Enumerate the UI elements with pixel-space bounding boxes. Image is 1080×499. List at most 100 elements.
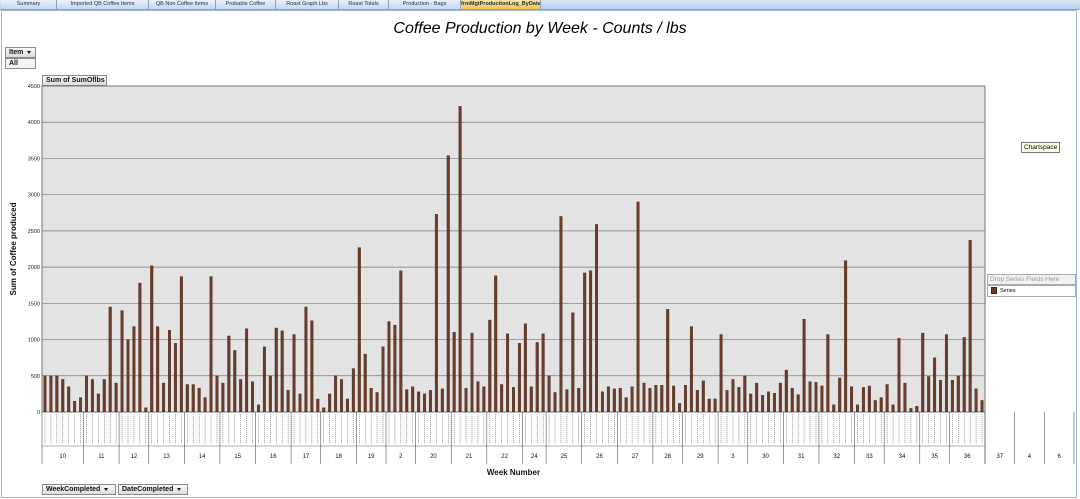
bar xyxy=(168,329,171,413)
week-completed-field-button[interactable]: WeekCompleted xyxy=(42,484,116,495)
bar xyxy=(725,390,729,413)
bar xyxy=(79,397,83,413)
bar xyxy=(156,326,160,413)
bar xyxy=(452,332,456,413)
bar xyxy=(239,379,243,413)
legend-entry: Series xyxy=(1000,288,1016,294)
bar xyxy=(500,384,504,413)
bar xyxy=(927,376,931,413)
week-label: 16 xyxy=(270,454,277,460)
bar xyxy=(375,392,379,413)
bar xyxy=(630,386,634,413)
bar xyxy=(749,393,753,413)
bar xyxy=(719,334,723,413)
bar xyxy=(43,375,47,413)
tab-roast-graph-lbs[interactable]: Roast Graph Lbs xyxy=(276,0,339,9)
week-label: 37 xyxy=(996,454,1003,460)
bar xyxy=(162,382,166,413)
bar xyxy=(286,390,290,413)
bar xyxy=(233,350,237,413)
week-label: 15 xyxy=(234,454,241,460)
bar xyxy=(351,368,355,413)
item-filter-button[interactable]: Item xyxy=(5,47,36,58)
plot-background xyxy=(41,85,986,413)
bar xyxy=(209,276,213,413)
bar xyxy=(280,330,284,413)
tab-imported-qb-coffee-items[interactable]: Imported QB Coffee Items xyxy=(57,0,149,9)
tab-qb-non-coffee-items[interactable]: QB Non Coffee Items xyxy=(149,0,216,9)
bar xyxy=(903,382,907,413)
bar xyxy=(334,375,338,413)
bar xyxy=(73,400,77,413)
week-label: 12 xyxy=(131,454,138,460)
week-label: 11 xyxy=(98,454,105,460)
week-label: 6 xyxy=(1057,454,1061,460)
bar xyxy=(203,397,207,413)
tab-frmmgtproductionlog-bydate[interactable]: frmMgtProductionLog_ByDate xyxy=(461,0,541,9)
series-swatch-icon xyxy=(991,287,997,295)
date-completed-field-button[interactable]: DateCompleted xyxy=(118,484,188,495)
item-filter-value: All xyxy=(5,58,36,69)
y-tick-label: 3500 xyxy=(28,156,40,162)
tab-probable-coffee[interactable]: Probable Coffee xyxy=(216,0,276,9)
bar xyxy=(197,387,201,413)
bar xyxy=(494,275,498,413)
week-label: 20 xyxy=(430,454,437,460)
bar xyxy=(790,387,794,413)
bar xyxy=(476,381,480,413)
series-drop-zone[interactable]: Drop Series Fields Here xyxy=(987,274,1076,285)
bar xyxy=(755,382,759,413)
week-completed-label: WeekCompleted xyxy=(46,486,101,493)
week-label: 10 xyxy=(59,454,66,460)
bar xyxy=(950,379,954,413)
bar xyxy=(221,382,225,413)
bar xyxy=(701,380,705,413)
bar xyxy=(933,357,937,413)
bar xyxy=(606,386,610,413)
bar xyxy=(268,375,272,413)
bar xyxy=(357,247,361,413)
dropdown-arrow-icon xyxy=(27,50,32,54)
bar xyxy=(274,327,278,413)
bar xyxy=(689,326,693,413)
week-label: 33 xyxy=(866,454,873,460)
bar xyxy=(345,398,349,413)
bar xyxy=(547,375,551,413)
bar xyxy=(820,385,824,413)
bar xyxy=(731,379,735,413)
tab-roast-totals[interactable]: Roast Totals xyxy=(339,0,389,9)
bar xyxy=(695,390,699,413)
y-tick-label: 4000 xyxy=(28,120,40,126)
bar xyxy=(191,384,195,413)
bar xyxy=(506,333,510,413)
date-completed-label: DateCompleted xyxy=(122,486,174,493)
bar xyxy=(956,375,960,413)
bar xyxy=(411,386,415,413)
tab-production-bags[interactable]: Production - Bags xyxy=(389,0,461,9)
bar xyxy=(369,387,373,413)
bar xyxy=(921,332,925,413)
bar xyxy=(328,393,332,413)
bar xyxy=(856,404,859,413)
bar xyxy=(292,334,296,413)
bar xyxy=(322,407,326,413)
bar xyxy=(654,385,658,413)
bar xyxy=(340,379,343,413)
bar xyxy=(867,385,871,413)
week-label: 4 xyxy=(1028,454,1032,460)
bar xyxy=(251,381,255,413)
bar xyxy=(559,216,563,413)
bar xyxy=(179,276,183,413)
bar xyxy=(535,342,539,413)
y-tick-label: 4500 xyxy=(28,84,40,90)
bar xyxy=(678,403,682,413)
bar xyxy=(512,387,515,413)
bar xyxy=(393,324,397,413)
bar xyxy=(571,312,575,413)
data-field-button[interactable]: Sum of SumOflbs xyxy=(42,75,107,86)
week-label: 22 xyxy=(501,454,508,460)
tab-summary[interactable]: Summary xyxy=(1,0,57,9)
bar xyxy=(737,387,741,413)
week-label: 24 xyxy=(531,454,538,460)
bar xyxy=(150,265,154,413)
